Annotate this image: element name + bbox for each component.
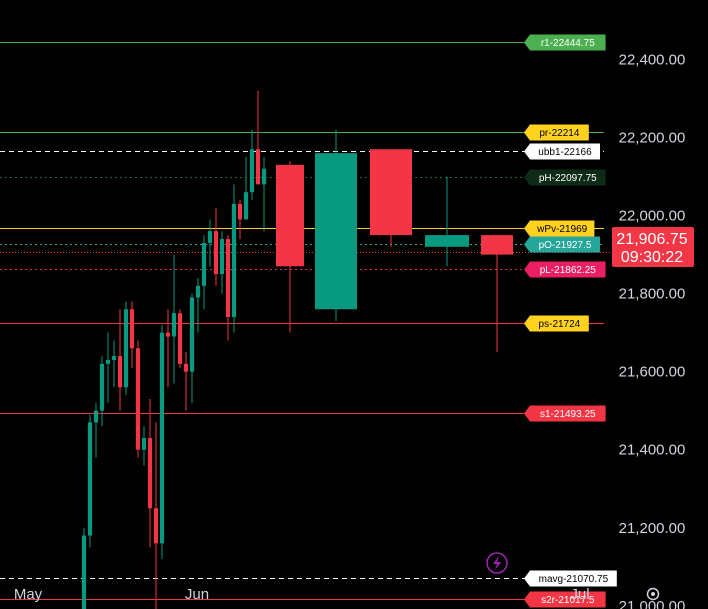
daily-candle-24	[225, 235, 231, 341]
daily-candle-1	[87, 414, 93, 548]
level-tag-bg-7	[524, 315, 589, 332]
level-tag-label-4: wPv-21969	[536, 224, 587, 235]
level-tag-label-7: ps-21724	[539, 319, 581, 330]
level-tag-2[interactable]: ubb1-22166	[524, 143, 600, 160]
level-tag-7[interactable]: ps-21724	[524, 315, 589, 332]
level-tag-bg-1	[524, 124, 589, 141]
y-tick-4: 21,600.00	[619, 364, 686, 381]
level-tag-label-3: pH-22097.75	[539, 173, 597, 184]
candles	[81, 90, 513, 609]
y-tick-6: 21,200.00	[619, 520, 686, 537]
level-tag-5[interactable]: pO-21927.5	[524, 236, 600, 253]
level-tag-bg-5	[524, 236, 600, 253]
daily-candle-5	[111, 340, 117, 388]
daily-candle-14	[165, 309, 171, 388]
x-label-may: May	[14, 586, 43, 603]
daily-candle-8	[129, 301, 135, 368]
level-tag-0[interactable]: r1-22444.75	[524, 34, 606, 51]
y-tick-1: 22,200.00	[619, 130, 686, 147]
daily-candle-4	[105, 332, 111, 403]
daily-candle-23	[219, 231, 225, 294]
daily-candle-18	[189, 293, 195, 403]
daily-candle-16	[177, 309, 183, 368]
lightning-icon[interactable]	[486, 552, 508, 574]
level-tag-bg-0	[524, 34, 606, 51]
y-axis[interactable]: 22,400.00 22,200.00 22,000.00 21,800.00 21,6…	[619, 52, 686, 609]
weekly-candle-0	[276, 160, 304, 333]
x-label-jun: Jun	[185, 586, 209, 603]
level-tag-label-1: pr-22214	[539, 128, 579, 139]
level-tag-4[interactable]: wPv-21969	[524, 220, 595, 237]
daily-candle-21	[207, 219, 213, 267]
weekly-candle-1	[315, 129, 357, 321]
level-tag-label-10: s2r-21017.5	[541, 595, 595, 606]
weekly-candle-3	[425, 176, 469, 267]
level-tag-label-2: ubb1-22166	[538, 147, 592, 158]
current-price-countdown: 09:30:22	[621, 249, 683, 266]
daily-candle-30	[261, 157, 267, 232]
y-tick-7: 21,000.00	[619, 598, 686, 609]
level-tag-label-8: s1-21493.25	[540, 409, 596, 420]
level-tag-bg-10	[524, 591, 606, 608]
level-tag-label-0: r1-22444.75	[541, 38, 595, 49]
daily-candle-25	[231, 184, 237, 333]
daily-candle-11	[147, 398, 153, 548]
x-label-jul: Jul	[570, 586, 589, 603]
current-price-label: 21,906.75 09:30:22	[612, 227, 694, 267]
level-tag-bg-3	[524, 169, 606, 186]
level-tag-bg-2	[524, 143, 600, 160]
daily-candle-10	[141, 426, 147, 466]
y-tick-0: 22,400.00	[619, 52, 686, 69]
level-tags: r1-22444.75 pr-22214 ubb1-22166 pH-22097.75…	[524, 34, 617, 608]
weekly-candle-2	[370, 149, 412, 247]
daily-candle-13	[159, 324, 165, 559]
daily-candle-15	[171, 254, 177, 384]
level-tag-bg-9	[524, 570, 617, 587]
settings-icon[interactable]	[646, 587, 660, 601]
y-tick-3: 21,800.00	[619, 286, 686, 303]
x-axis[interactable]: May Jun Jul	[14, 586, 590, 603]
level-tag-3[interactable]: pH-22097.75	[524, 169, 606, 186]
daily-candle-28	[249, 129, 255, 200]
level-tag-label-9: mavg-21070.75	[539, 574, 609, 585]
daily-candle-7	[123, 301, 129, 396]
y-tick-2: 22,000.00	[619, 208, 686, 225]
level-tag-label-6: pL-21862.25	[540, 265, 597, 276]
level-tag-6[interactable]: pL-21862.25	[524, 261, 606, 278]
daily-candle-26	[237, 199, 243, 239]
daily-candle-27	[243, 157, 249, 220]
level-tag-bg-8	[524, 405, 606, 422]
daily-candle-6	[117, 309, 123, 411]
level-tag-bg-4	[524, 220, 595, 237]
daily-candle-22	[213, 207, 219, 286]
daily-candle-12	[153, 422, 159, 609]
y-tick-5: 21,400.00	[619, 442, 686, 459]
level-tag-9[interactable]: mavg-21070.75	[524, 570, 617, 587]
daily-candle-3	[99, 356, 105, 427]
current-price-value: 21,906.75	[616, 231, 687, 248]
level-tag-1[interactable]: pr-22214	[524, 124, 589, 141]
level-tag-bg-6	[524, 261, 606, 278]
daily-candle-19	[195, 278, 201, 333]
daily-candle-17	[183, 352, 189, 411]
daily-candle-20	[201, 235, 207, 310]
level-tag-label-5: pO-21927.5	[539, 240, 592, 251]
daily-candle-0	[81, 527, 87, 609]
daily-candle-2	[93, 402, 99, 458]
level-tag-8[interactable]: s1-21493.25	[524, 405, 606, 422]
daily-candle-29	[255, 90, 261, 185]
daily-candle-9	[135, 340, 141, 458]
current-price-background	[612, 227, 694, 267]
level-tag-10[interactable]: s2r-21017.5	[524, 591, 606, 608]
weekly-candle-4	[481, 235, 513, 353]
